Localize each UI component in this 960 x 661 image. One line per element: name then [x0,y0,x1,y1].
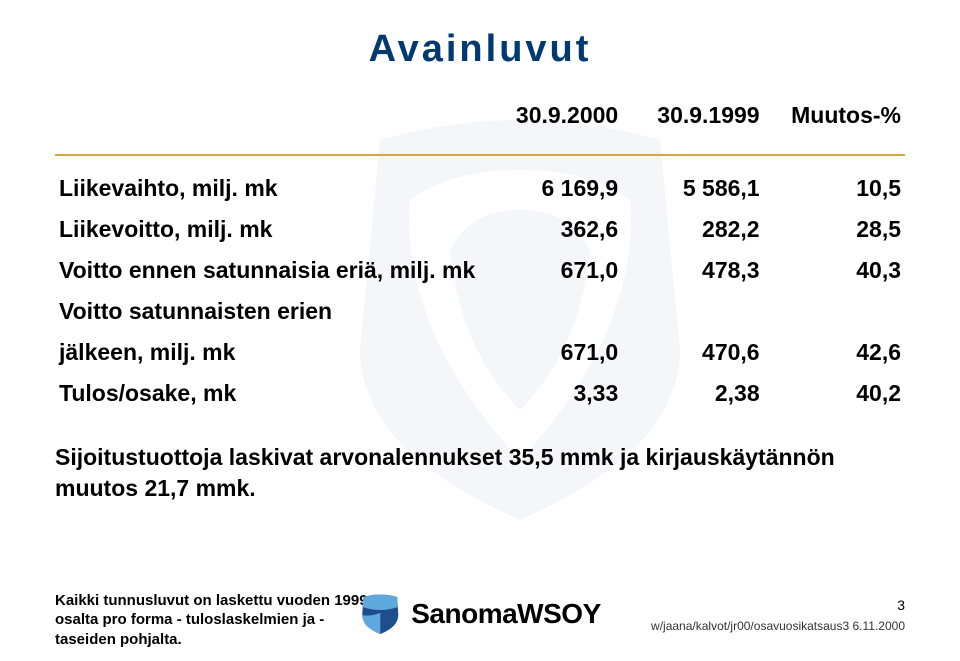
key-figures-table: 30.9.2000 30.9.1999 Muutos-% [55,95,905,136]
table-row: Voitto ennen satunnaisia eriä, milj. mk6… [55,250,905,291]
table-row: Tulos/osake, mk3,332,3840,2 [55,373,905,414]
row-value: 362,6 [481,209,622,250]
row-value [622,291,763,332]
key-figures-body: Liikevaihto, milj. mk6 169,95 586,110,5L… [55,168,905,414]
table-header-row: 30.9.2000 30.9.1999 Muutos-% [55,95,905,136]
row-label: Tulos/osake, mk [55,373,481,414]
row-value: 478,3 [622,250,763,291]
row-value: 42,6 [764,332,905,373]
row-value: 5 586,1 [622,168,763,209]
note-paragraph: Sijoitustuottoja laskivat arvonalennukse… [55,442,905,504]
title-rule [55,154,905,156]
table-row: jälkeen, milj. mk671,0470,642,6 [55,332,905,373]
table-row: Liikevoitto, milj. mk362,6282,228,5 [55,209,905,250]
row-value: 671,0 [481,332,622,373]
header-col3: Muutos-% [764,95,905,136]
row-value [481,291,622,332]
slide-title: Avainluvut [55,28,905,71]
row-value: 282,2 [622,209,763,250]
row-value: 470,6 [622,332,763,373]
row-label: Liikevaihto, milj. mk [55,168,481,209]
table-row: Voitto satunnaisten erien [55,291,905,332]
header-col2: 30.9.1999 [622,95,763,136]
row-value: 6 169,9 [481,168,622,209]
header-col1: 30.9.2000 [481,95,622,136]
row-value: 40,3 [764,250,905,291]
row-label: Voitto satunnaisten erien [55,291,481,332]
row-label: Liikevoitto, milj. mk [55,209,481,250]
row-value: 10,5 [764,168,905,209]
row-value: 671,0 [481,250,622,291]
row-value: 40,2 [764,373,905,414]
row-value: 3,33 [481,373,622,414]
header-empty [55,95,481,136]
row-value: 28,5 [764,209,905,250]
row-label: Voitto ennen satunnaisia eriä, milj. mk [55,250,481,291]
row-label: jälkeen, milj. mk [55,332,481,373]
row-value [764,291,905,332]
table-row: Liikevaihto, milj. mk6 169,95 586,110,5 [55,168,905,209]
row-value: 2,38 [622,373,763,414]
